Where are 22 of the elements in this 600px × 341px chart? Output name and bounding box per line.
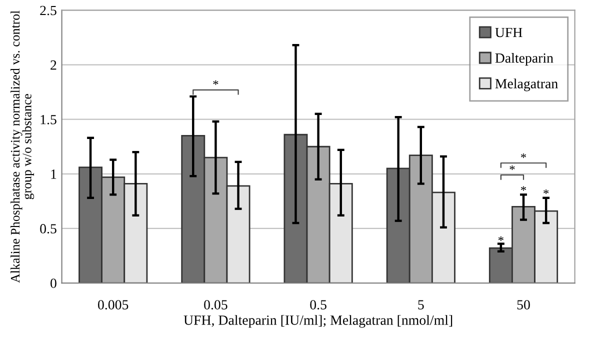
x-tick-label: 5 [418, 300, 424, 310]
y-tick-label: 2.5 [40, 6, 56, 16]
legend-label: Melagatran [495, 78, 558, 92]
y-tick-label: 1.5 [40, 115, 56, 124]
annotation: * [520, 153, 526, 158]
y-tick-label: 1 [51, 170, 56, 179]
y-tick-label: 0 [50, 278, 56, 288]
annotation: * [520, 186, 526, 191]
y-tick-label: 0.5 [40, 224, 56, 234]
annotation: * [498, 236, 504, 241]
annotation: * [213, 80, 218, 85]
legend-label: UFH [495, 28, 522, 38]
y-tick-label: 2 [50, 60, 56, 70]
x-tick-label: 0.005 [98, 300, 128, 310]
x-tick-label: 0.5 [310, 300, 326, 310]
legend-label: Dalteparin [495, 52, 554, 66]
y-axis-title: Alkaline Phosphatase activity normalized vs. control group w/o substance [10, 10, 34, 283]
annotation: * [510, 165, 515, 170]
x-tick-label: 0.05 [204, 300, 228, 310]
x-tick-label: 50 [517, 300, 530, 310]
x-axis-title: UFH, Dalteparin [IU/ml]; Melagatran [nmol/ml] [184, 315, 452, 328]
annotation: * [544, 189, 549, 194]
